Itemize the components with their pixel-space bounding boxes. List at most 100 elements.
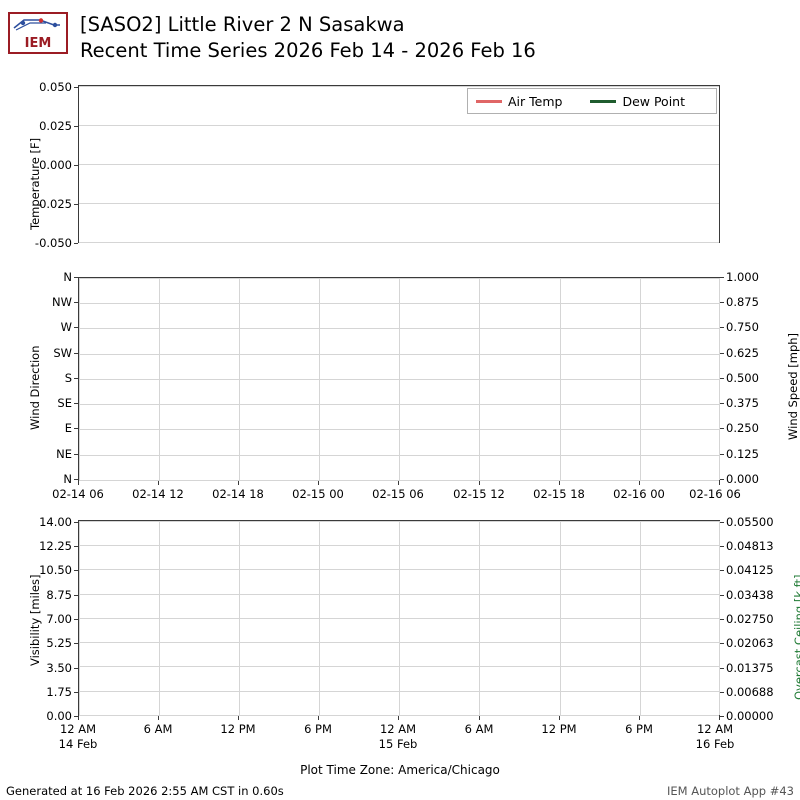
tick [720,378,724,379]
visibility-xtick: 12 PM [220,722,256,736]
tick [720,327,724,328]
autoplot-app-text: IEM Autoplot App #43 [666,784,794,798]
tick [720,522,724,523]
wind-speed-ytick: 0.500 [726,371,759,385]
tick [720,302,724,303]
visibility-ytick: 1.75 [46,685,72,699]
tick [74,403,78,404]
legend-label-air-temp: Air Temp [508,93,563,109]
wind-xtick: 02-15 00 [292,487,344,501]
title-line-1: [SASO2] Little River 2 N Sasakwa [80,13,405,36]
tick [74,716,78,717]
tick [720,643,724,644]
vgridline [239,521,240,715]
legend-label-dew-point: Dew Point [622,93,686,109]
tick [720,570,724,571]
wind-speed-axis-label: Wind Speed [mph] [786,332,800,440]
wind-speed-ytick: 1.000 [726,270,759,284]
tick [74,277,78,278]
visibility-ytick: 0.00 [46,709,72,723]
ceiling-ytick: 0.04813 [726,539,774,553]
visibility-xtick-date: 16 Feb [695,737,735,751]
wind-speed-ytick: 0.250 [726,421,759,435]
generated-at-text: Generated at 16 Feb 2026 2:55 AM CST in … [6,784,284,798]
wind-speed-ytick: 0.625 [726,346,759,360]
visibility-xtick: 12 AM [379,722,417,736]
wind-direction-axis-label: Wind Direction [28,345,42,430]
temp-ytick: -0.050 [34,236,72,250]
tick [720,403,724,404]
gridline [79,242,719,243]
visibility-ytick: 8.75 [46,588,72,602]
tick [720,546,724,547]
vgridline [399,278,400,480]
temp-ytick: 0.050 [39,80,72,94]
tick [318,481,319,485]
wind-dir-ytick: SE [57,396,72,410]
tick [720,619,724,620]
legend-swatch-air-temp [476,99,502,103]
gridline [79,715,719,716]
overcast-ceiling-axis-label: Overcast Ceiling [k ft] [792,574,800,700]
legend-item-air-temp: Air Temp [476,94,562,109]
vgridline [79,278,80,480]
legend-item-dew-point: Dew Point [590,94,685,109]
ceiling-ytick: 0.03438 [726,588,774,602]
wind-speed-ytick: 0.125 [726,447,759,461]
ceiling-ytick: 0.02063 [726,636,774,650]
wind-plot [78,277,720,481]
wind-xtick: 02-14 06 [52,487,104,501]
vgridline [640,278,641,480]
tick [639,481,640,485]
vgridline [640,521,641,715]
tick [720,692,724,693]
tick [74,165,78,166]
visibility-plot [78,520,720,716]
tick [559,481,560,485]
vgridline [479,278,480,480]
wind-speed-ytick: 0.000 [726,472,759,486]
temperature-axis-label: Temperature [F] [28,137,42,230]
wind-speed-ytick: 0.375 [726,396,759,410]
gridline [79,203,719,204]
wind-xtick: 02-15 06 [372,487,424,501]
visibility-ytick: 7.00 [46,612,72,626]
tick [720,716,724,717]
visibility-xtick: 6 AM [143,722,173,736]
visibility-ytick: 12.25 [39,539,72,553]
vgridline [159,278,160,480]
tick [74,546,78,547]
tick [74,454,78,455]
vgridline [719,278,720,480]
iem-logo-graphic: IEM [10,14,66,52]
tick [74,243,78,244]
gridline [79,125,719,126]
visibility-ytick: 10.50 [39,563,72,577]
wind-dir-ytick: NW [52,295,72,309]
vgridline [319,521,320,715]
title-line-2: Recent Time Series 2026 Feb 14 - 2026 Fe… [80,39,536,62]
wind-dir-ytick: W [60,320,72,334]
tick [318,716,319,720]
tick [74,378,78,379]
tick [479,716,480,720]
ceiling-ytick: 0.04125 [726,563,774,577]
tick [720,479,724,480]
visibility-ytick: 14.00 [39,515,72,529]
visibility-ytick: 5.25 [46,636,72,650]
vgridline [239,278,240,480]
tick [720,277,724,278]
iem-logo-text: IEM [25,36,52,51]
temp-ytick: -0.025 [34,197,72,211]
wind-dir-ytick: NE [56,447,72,461]
visibility-axis-label: Visibility [miles] [28,574,42,666]
visibility-xtick: 6 AM [464,722,494,736]
visibility-xtick: 6 PM [625,722,653,736]
wind-dir-ytick: SW [53,346,72,360]
tick [719,716,720,720]
tick [74,479,78,480]
wind-speed-ytick: 0.875 [726,295,759,309]
vgridline [79,521,80,715]
ceiling-ytick: 0.05500 [726,515,774,529]
temp-ytick: 0.025 [39,119,72,133]
